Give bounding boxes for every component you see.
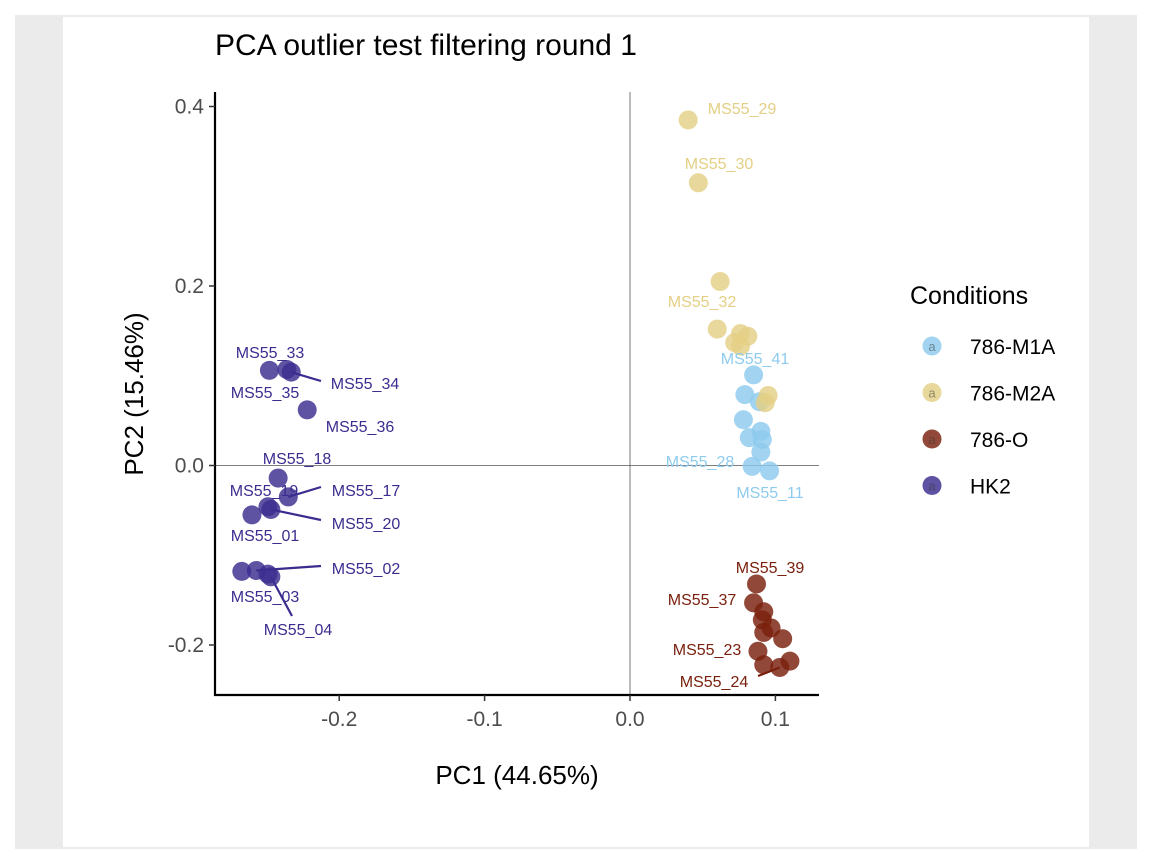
point-label: MS55_17	[332, 483, 401, 500]
point-label: MS55_29	[708, 101, 777, 118]
data-point	[773, 629, 793, 649]
point-label: MS55_03	[231, 589, 300, 606]
point-label: MS55_37	[668, 592, 737, 609]
point-label: MS55_32	[668, 294, 737, 311]
y-tick-label: -0.2	[168, 634, 204, 657]
point-label: MS55_34	[331, 376, 400, 393]
data-point	[735, 385, 755, 405]
legend-key-glyph: a	[928, 339, 936, 354]
chart-title: PCA outlier test filtering round 1	[215, 29, 637, 62]
y-tick-label: 0.4	[175, 96, 205, 119]
y-tick-label: 0.0	[175, 455, 204, 478]
legend-label: 786-M2A	[970, 383, 1055, 406]
data-point	[261, 567, 281, 587]
data-point	[268, 468, 288, 488]
data-point	[746, 574, 766, 594]
x-tick-label: 0.1	[761, 708, 790, 731]
data-point	[733, 410, 753, 430]
legend-label: HK2	[970, 476, 1011, 499]
legend-label: 786-M1A	[970, 336, 1055, 359]
data-point	[710, 272, 730, 292]
legend-key-glyph: a	[928, 432, 936, 447]
point-label: MS55_30	[685, 156, 754, 173]
point-label: MS55_28	[666, 454, 735, 471]
point-label: MS55_02	[332, 561, 401, 578]
point-label: MS55_33	[236, 345, 305, 362]
legend: Conditions a 786-M1A a 786-M2A a 786-O a HK2	[910, 282, 1055, 499]
data-point	[688, 173, 708, 193]
point-label: MS55_01	[231, 528, 300, 545]
legend-key	[922, 336, 942, 356]
data-point	[780, 651, 800, 671]
x-tick-label: 0.0	[615, 708, 644, 731]
data-point	[754, 655, 774, 675]
point-label: MS55_19	[230, 483, 299, 500]
point-label: MS55_23	[673, 642, 742, 659]
data-point	[281, 362, 301, 382]
data-point	[678, 110, 698, 130]
data-point	[242, 505, 262, 525]
data-point	[707, 319, 727, 339]
data-point	[742, 456, 762, 476]
data-points	[232, 110, 800, 677]
legend-title: Conditions	[910, 282, 1028, 310]
legend-key-glyph: a	[928, 386, 936, 401]
point-label: MS55_18	[263, 451, 332, 468]
legend-key	[922, 383, 942, 402]
data-point	[261, 499, 281, 519]
point-label: MS55_39	[736, 560, 805, 577]
data-point	[297, 400, 317, 420]
x-axis-label: PC1 (44.65%)	[435, 760, 598, 790]
data-point	[744, 365, 764, 385]
data-point	[232, 561, 252, 581]
data-point	[751, 442, 771, 462]
legend-key	[922, 476, 942, 495]
x-tick-label: -0.1	[467, 708, 503, 731]
point-label: MS55_04	[264, 622, 333, 639]
data-point	[278, 487, 298, 507]
legend-key	[922, 429, 942, 449]
legend-label: 786-O	[970, 429, 1028, 452]
reference-lines	[215, 92, 819, 695]
data-point	[760, 461, 780, 481]
x-tick-label: -0.2	[321, 708, 357, 731]
data-point	[755, 393, 775, 413]
data-point	[731, 336, 751, 356]
point-label: MS55_36	[326, 419, 395, 436]
point-label: MS55_11	[736, 485, 803, 502]
y-tick-label: 0.2	[175, 275, 204, 298]
point-label: MS55_24	[680, 674, 749, 691]
point-label: MS55_35	[231, 385, 300, 402]
legend-key-glyph: a	[928, 479, 936, 494]
point-label: MS55_20	[332, 516, 401, 533]
axes: -0.2 -0.1 0.0 0.1 -0.2 0.0 0.2 0.4	[168, 92, 819, 731]
data-point	[754, 622, 774, 642]
data-point	[259, 360, 279, 380]
plot-panel	[63, 17, 1089, 847]
y-axis-label: PC2 (15.46%)	[119, 312, 149, 475]
point-label: MS55_41	[721, 351, 790, 368]
